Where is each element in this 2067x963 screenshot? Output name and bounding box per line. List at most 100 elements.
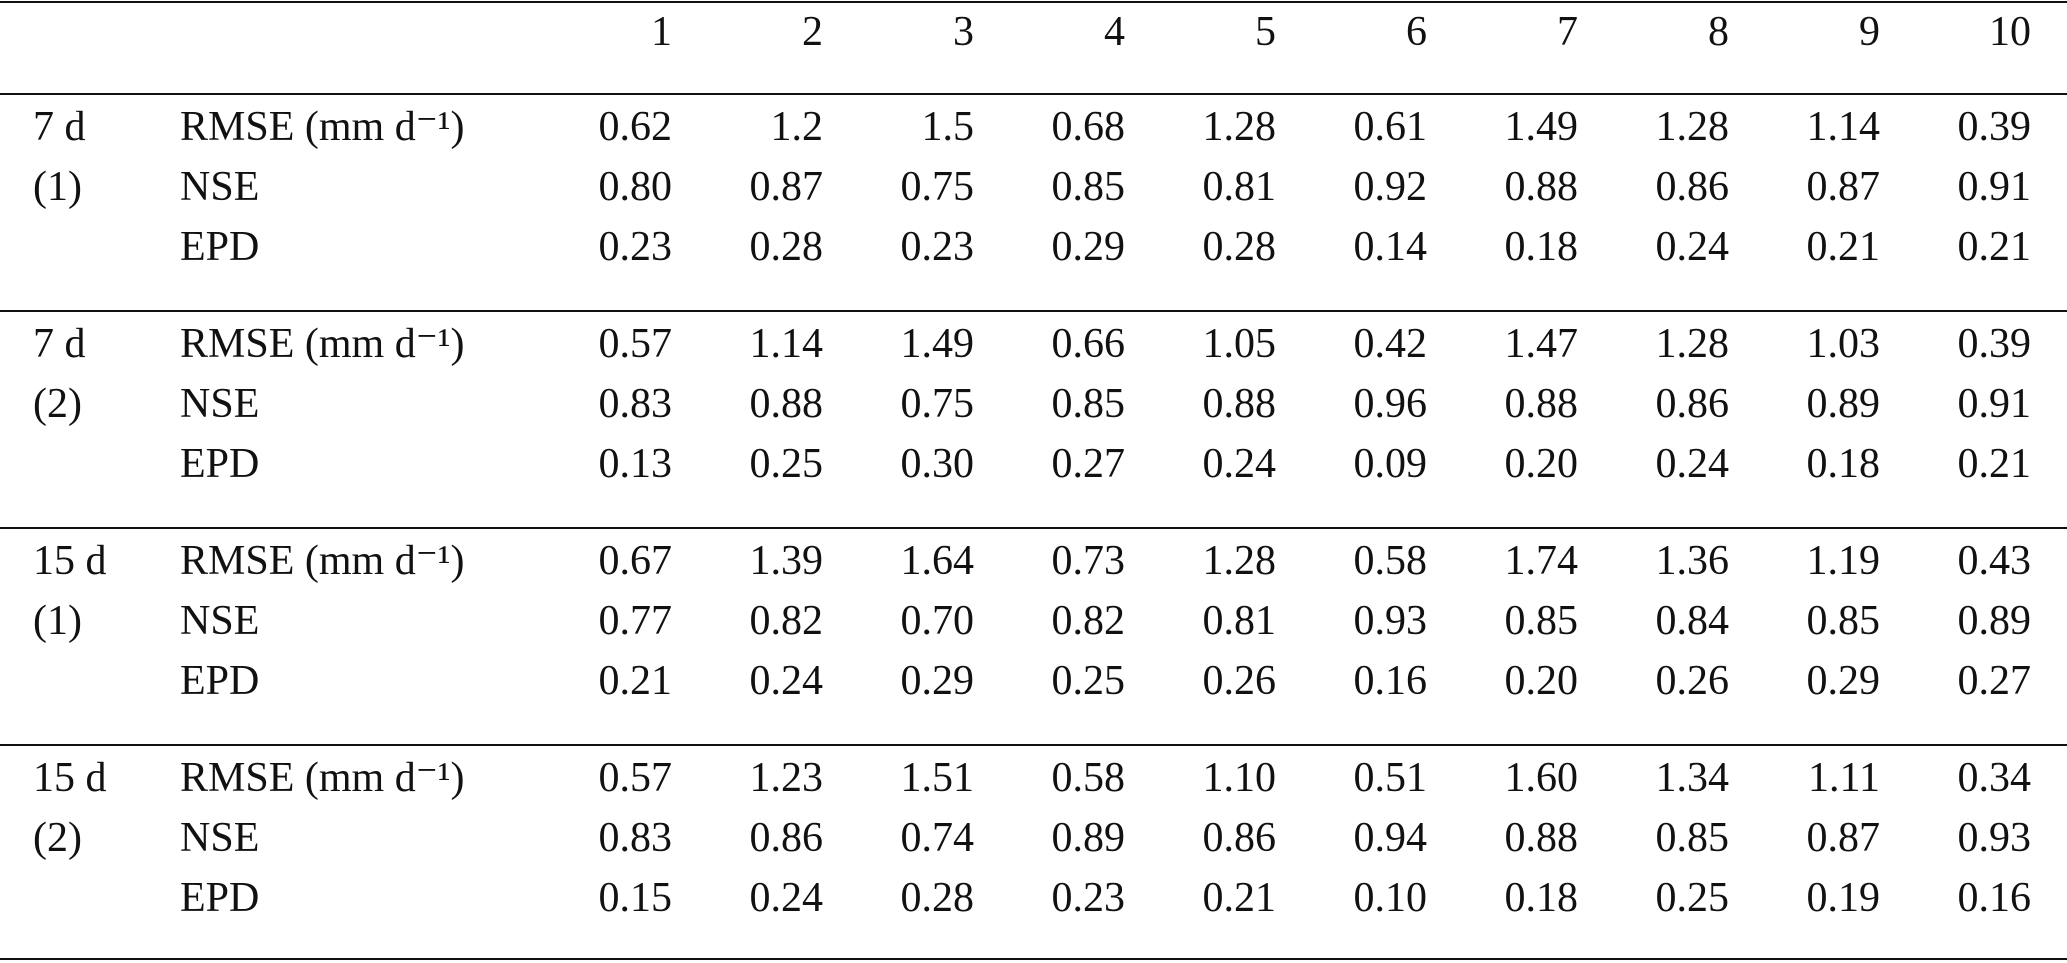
metric-label: NSE <box>180 381 260 427</box>
table-value: 0.88 <box>1504 815 1579 861</box>
table-value: 0.91 <box>1957 164 2032 210</box>
table-value: 0.89 <box>1957 598 2032 644</box>
table-value: 0.25 <box>749 441 824 487</box>
table-value: 0.10 <box>1353 875 1428 921</box>
table-value: 0.88 <box>1504 381 1579 427</box>
table-value: 0.20 <box>1504 441 1579 487</box>
table-value: 0.86 <box>1655 164 1730 210</box>
table-value: 0.82 <box>749 598 824 644</box>
table-value: 0.77 <box>598 598 673 644</box>
table-value: 0.24 <box>1655 441 1730 487</box>
column-header: 9 <box>1859 9 1880 55</box>
table-value: 1.49 <box>900 321 975 367</box>
table-value: 0.67 <box>598 538 673 584</box>
table-value: 0.30 <box>900 441 975 487</box>
table-value: 0.58 <box>1353 538 1428 584</box>
table-value: 0.70 <box>900 598 975 644</box>
table-value: 1.28 <box>1202 104 1277 150</box>
table-value: 0.91 <box>1957 381 2032 427</box>
table-value: 0.85 <box>1504 598 1579 644</box>
table-value: 0.28 <box>1202 224 1277 270</box>
table-value: 0.27 <box>1051 441 1126 487</box>
table-value: 1.49 <box>1504 104 1579 150</box>
table-value: 0.81 <box>1202 598 1277 644</box>
group-label: 15 d <box>33 755 107 801</box>
table-value: 0.74 <box>900 815 975 861</box>
group-label: (2) <box>33 815 82 861</box>
table-value: 1.10 <box>1202 755 1277 801</box>
table-value: 0.68 <box>1051 104 1126 150</box>
table-value: 0.88 <box>1504 164 1579 210</box>
table-value: 0.23 <box>900 224 975 270</box>
table-value: 0.25 <box>1655 875 1730 921</box>
table-value: 0.82 <box>1051 598 1126 644</box>
table-value: 1.74 <box>1504 538 1579 584</box>
group-label: 15 d <box>33 538 107 584</box>
table-value: 0.89 <box>1051 815 1126 861</box>
table-value: 0.39 <box>1957 104 2032 150</box>
metric-label: RMSE (mm d⁻¹) <box>180 104 465 150</box>
table-value: 1.2 <box>770 104 824 150</box>
table-value: 0.93 <box>1957 815 2032 861</box>
table-value: 0.09 <box>1353 441 1428 487</box>
table-value: 0.21 <box>1806 224 1881 270</box>
table-value: 0.87 <box>1806 815 1881 861</box>
table-value: 0.18 <box>1504 875 1579 921</box>
table-value: 0.62 <box>598 104 673 150</box>
table-value: 0.85 <box>1051 381 1126 427</box>
table-value: 0.81 <box>1202 164 1277 210</box>
table-value: 0.80 <box>598 164 673 210</box>
table-value: 1.60 <box>1504 755 1579 801</box>
table-value: 0.86 <box>1202 815 1277 861</box>
table-value: 0.75 <box>900 381 975 427</box>
table-value: 1.51 <box>900 755 975 801</box>
table-value: 0.58 <box>1051 755 1126 801</box>
column-header: 3 <box>953 9 974 55</box>
metric-label: NSE <box>180 815 260 861</box>
table-rule <box>0 93 2067 95</box>
metric-label: RMSE (mm d⁻¹) <box>180 755 465 801</box>
metric-label: NSE <box>180 164 260 210</box>
table-rule <box>0 744 2067 746</box>
table-rule <box>0 1 2067 3</box>
table-value: 0.42 <box>1353 321 1428 367</box>
table-value: 0.61 <box>1353 104 1428 150</box>
group-label: (2) <box>33 381 82 427</box>
column-header: 1 <box>651 9 672 55</box>
table-value: 0.88 <box>1202 381 1277 427</box>
table-value: 0.66 <box>1051 321 1126 367</box>
table-value: 0.21 <box>1202 875 1277 921</box>
table-value: 0.83 <box>598 815 673 861</box>
table-value: 0.27 <box>1957 658 2032 704</box>
table-value: 0.75 <box>900 164 975 210</box>
table-value: 1.11 <box>1808 755 1880 801</box>
table-value: 1.47 <box>1504 321 1579 367</box>
table-value: 0.57 <box>598 321 673 367</box>
table-value: 1.19 <box>1806 538 1881 584</box>
table-value: 0.23 <box>1051 875 1126 921</box>
table-value: 0.94 <box>1353 815 1428 861</box>
table-value: 1.28 <box>1655 104 1730 150</box>
table-value: 1.28 <box>1655 321 1730 367</box>
group-label: 7 d <box>33 321 86 367</box>
table-value: 0.21 <box>1957 441 2032 487</box>
table-value: 0.18 <box>1504 224 1579 270</box>
table-value: 1.14 <box>1806 104 1881 150</box>
group-label: 7 d <box>33 104 86 150</box>
metric-label: RMSE (mm d⁻¹) <box>180 321 465 367</box>
metric-label: EPD <box>180 875 260 921</box>
table-value: 0.89 <box>1806 381 1881 427</box>
table-value: 0.88 <box>749 381 824 427</box>
column-header: 10 <box>1989 9 2031 55</box>
table-value: 0.13 <box>598 441 673 487</box>
group-label: (1) <box>33 598 82 644</box>
table-value: 1.5 <box>921 104 975 150</box>
table-value: 0.23 <box>598 224 673 270</box>
table-value: 0.19 <box>1806 875 1881 921</box>
table-value: 0.28 <box>900 875 975 921</box>
table-value: 1.05 <box>1202 321 1277 367</box>
table-value: 0.24 <box>749 658 824 704</box>
table-value: 0.29 <box>1806 658 1881 704</box>
table-rule <box>0 310 2067 312</box>
column-header: 7 <box>1557 9 1578 55</box>
